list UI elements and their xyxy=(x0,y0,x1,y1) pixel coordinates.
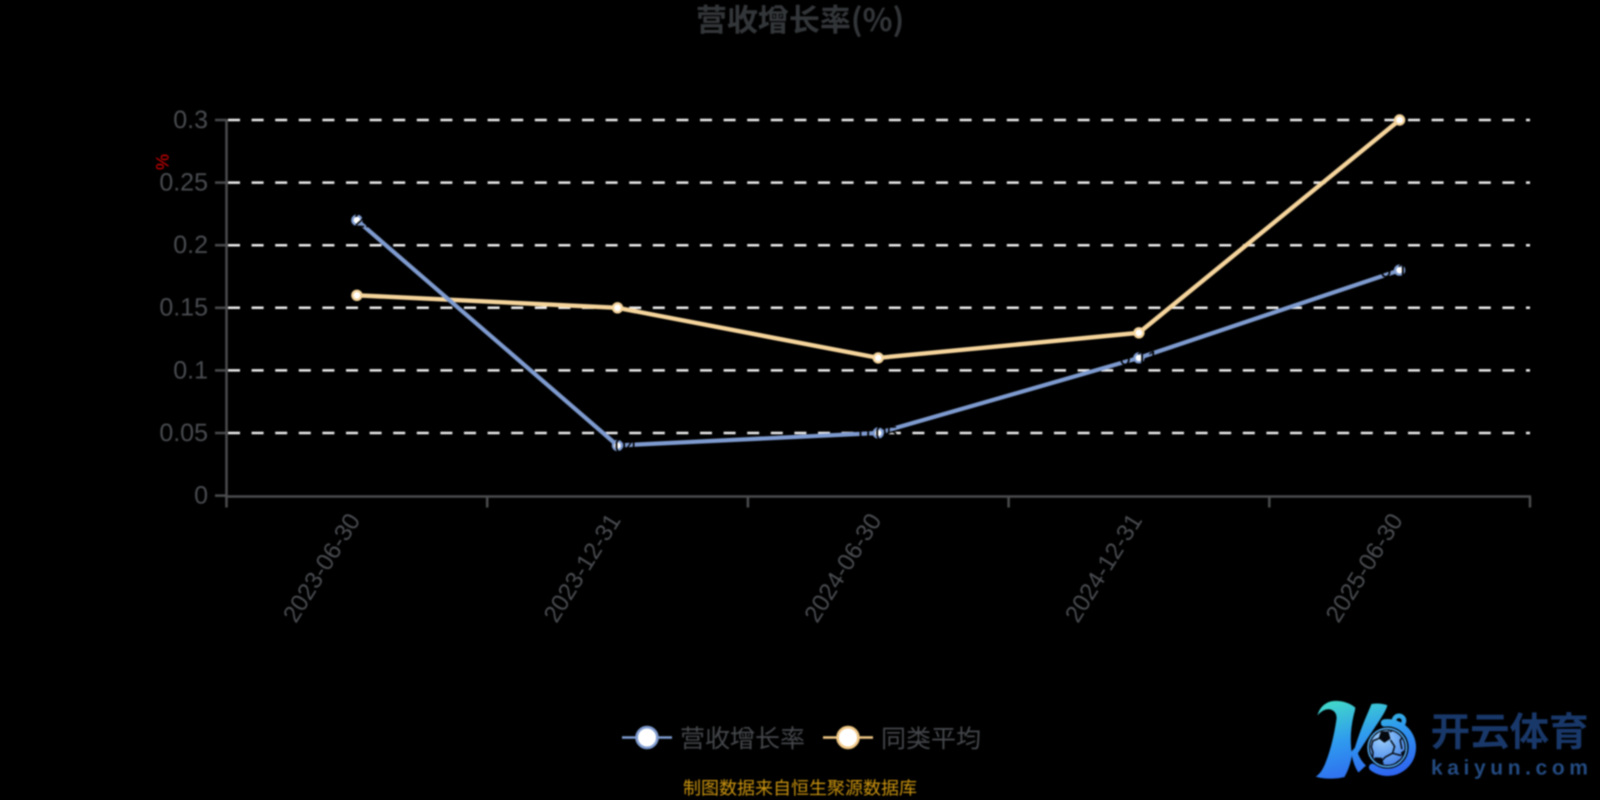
svg-text:%: % xyxy=(152,154,172,170)
svg-text:kaiyun.com: kaiyun.com xyxy=(1431,757,1593,780)
svg-text:0.05: 0.05 xyxy=(159,419,208,447)
svg-text:0.15: 0.15 xyxy=(159,294,208,322)
svg-text:0.25: 0.25 xyxy=(159,169,208,197)
svg-text:0.3: 0.3 xyxy=(173,106,208,134)
svg-text:0.2: 0.2 xyxy=(173,231,208,259)
svg-text:0: 0 xyxy=(194,482,208,510)
svg-text:0.1: 0.1 xyxy=(173,356,208,384)
